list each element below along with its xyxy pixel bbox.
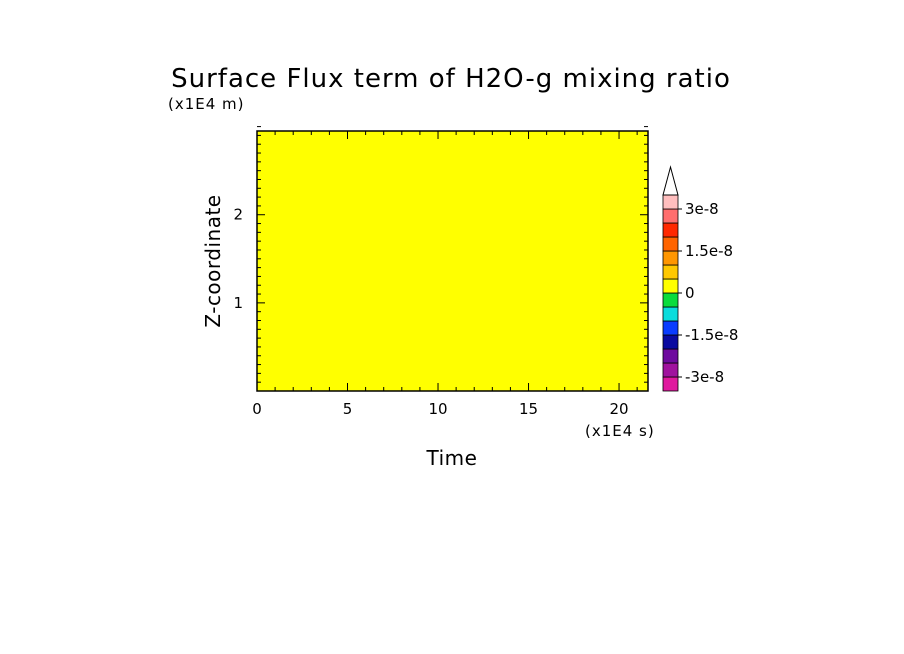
y-tick-label: 2 [233,206,243,224]
x-axis-label: Time [426,446,478,470]
x-unit-label: (x1E4 s) [585,422,655,440]
colorbar-tick-label: -1.5e-8 [685,326,738,344]
x-tick-label: 20 [609,400,628,418]
colorbar-extend-arrow [662,165,679,196]
colorbar-swatch [662,208,679,224]
colorbar-swatch [662,278,679,294]
colorbar-swatch [662,264,679,280]
colorbar-swatch [662,334,679,350]
plot-border [256,130,649,392]
colorbar-swatch [662,236,679,252]
colorbar-tick-label: 0 [685,284,695,302]
colorbar-swatch [662,194,679,210]
colorbar-tick-label: -3e-8 [685,368,724,386]
y-axis-label: Z-coordinate [201,194,225,327]
colorbar-swatch [662,348,679,364]
plot-field [257,131,648,391]
y-tick-labels: 12 [233,206,243,312]
x-tick-label: 15 [519,400,538,418]
axes-frame [256,126,649,392]
x-tick-label: 5 [343,400,353,418]
y-tick-label: 1 [233,294,243,312]
colorbar-tick-label: 1.5e-8 [685,242,733,260]
x-tick-label: 0 [252,400,262,418]
colorbar-tick-label: 3e-8 [685,200,719,218]
x-tick-label: 10 [428,400,447,418]
colorbar-swatch [662,222,679,238]
colorbar-swatch [662,362,679,378]
colorbar-swatch [662,320,679,336]
colorbar-swatch [662,376,679,392]
colorbar-swatch [662,306,679,322]
colorbar-swatch [662,250,679,266]
colorbar: 3e-8 1.5e-8 0 -1.5e-8 -3e-8 [662,165,738,392]
x-tick-labels: 0 5 10 15 20 [252,400,628,418]
chart-title: Surface Flux term of H2O-g mixing ratio [171,64,731,94]
y-unit-label: (x1E4 m) [168,95,245,113]
colorbar-swatch [662,292,679,308]
